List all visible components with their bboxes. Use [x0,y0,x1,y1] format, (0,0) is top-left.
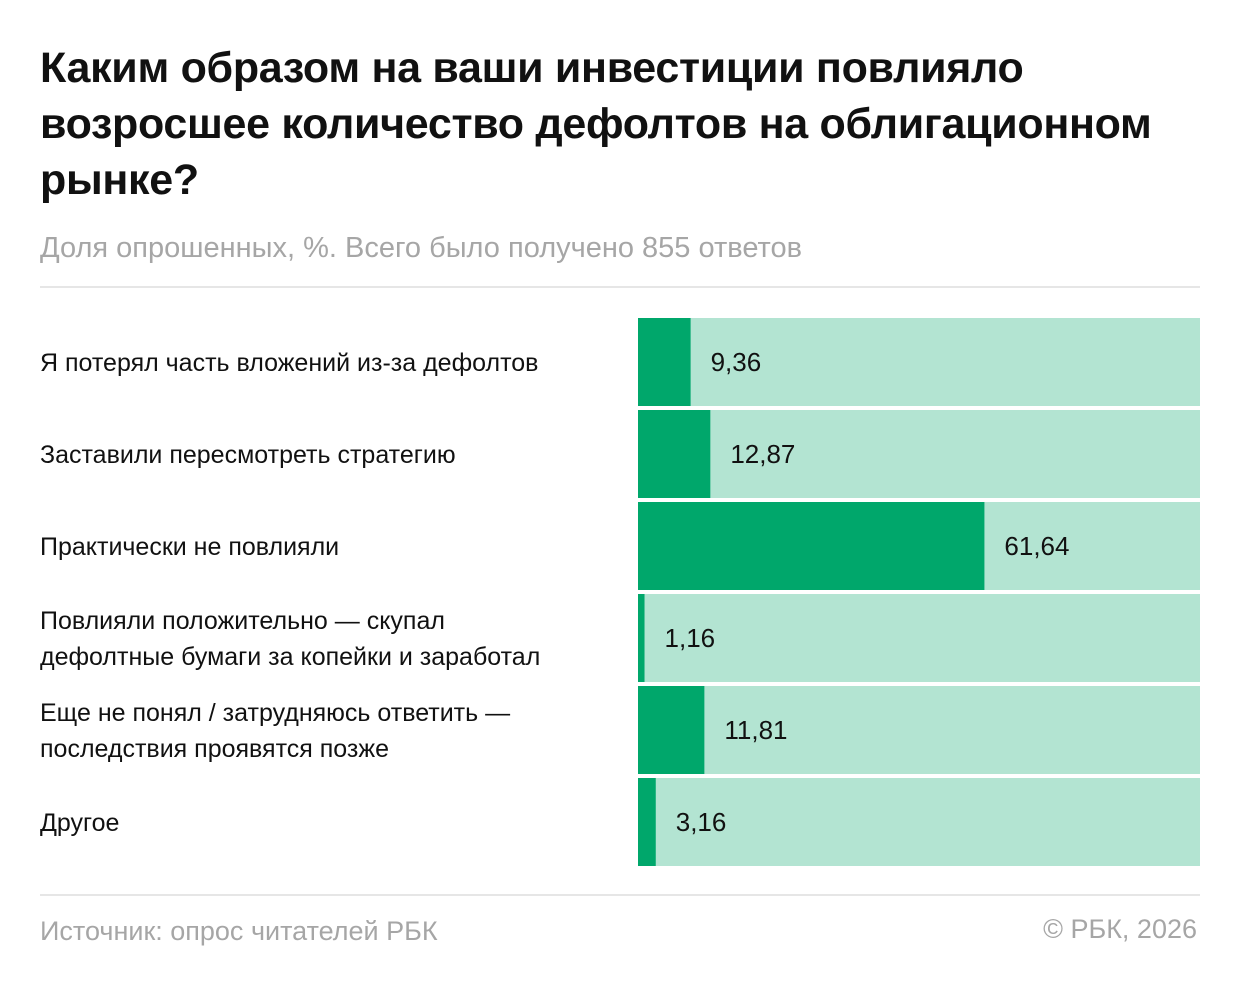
category-label: Практически не повлияли [40,533,339,561]
category-label: Другое [40,809,119,837]
bar [638,502,985,590]
bar-track [638,410,1200,498]
source-note: Источник: опрос читателей РБК [40,916,438,946]
value-label: 61,64 [1004,531,1069,561]
bar-track [638,318,1200,406]
bar [638,410,711,498]
bar [638,686,705,774]
bar [638,318,691,406]
bottom-divider [40,894,1200,896]
category-label: Еще не понял / затрудняюсь ответить — пос… [40,699,510,763]
copyright: © РБК, 2026 [1043,914,1197,944]
category-label: Повлияли положительно — скупал дефолтные … [40,607,540,671]
category-label: Заставили пересмотреть стратегию [40,441,456,469]
chart-subtitle: Доля опрошенных, %. Всего было получено … [40,232,803,264]
bar [638,594,645,682]
value-label: 12,87 [730,439,795,469]
value-label: 3,16 [676,807,727,837]
bar-track [638,778,1200,866]
value-label: 9,36 [711,347,762,377]
chart-title: Каким образом на ваши инвестиции повлиял… [40,44,1152,204]
top-divider [40,286,1200,288]
value-label: 11,81 [724,715,787,745]
value-label: 1,16 [665,623,716,653]
bar-track [638,686,1200,774]
bar [638,778,656,866]
category-label: Я потерял часть вложений из-за дефолтов [40,349,538,377]
bar-track [638,594,1200,682]
